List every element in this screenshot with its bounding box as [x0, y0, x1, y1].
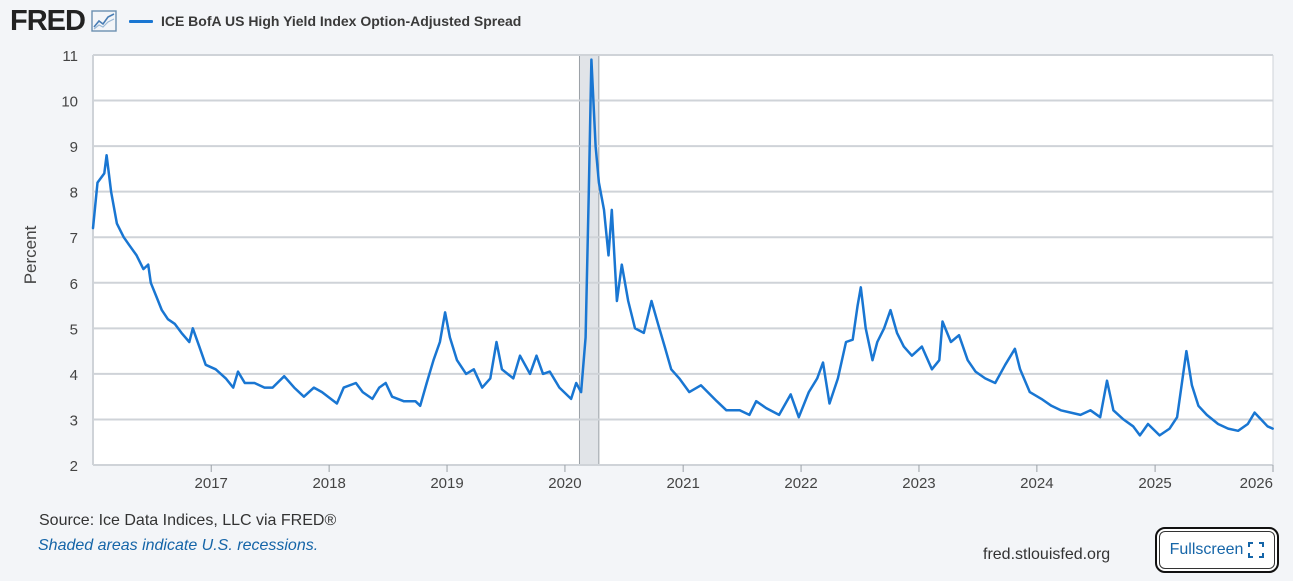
source-note: Source: Ice Data Indices, LLC via FRED®	[39, 512, 337, 529]
fullscreen-button-inner[interactable]: Fullscreen	[1159, 531, 1275, 569]
y-tick-label: 8	[70, 185, 78, 202]
x-tick-label: 2026	[1240, 475, 1273, 492]
y-tick-label: 11	[62, 48, 78, 65]
y-tick-label: 5	[70, 321, 78, 338]
x-tick-label: 2020	[548, 475, 581, 492]
plot-area	[93, 55, 1273, 465]
fullscreen-label: Fullscreen	[1169, 541, 1244, 558]
legend-swatch	[128, 19, 153, 23]
chart-header: FRED ICE BofA US High Yield Index Option…	[10, 6, 521, 36]
expand-corners-icon	[1248, 542, 1265, 558]
x-tick-label: 2017	[195, 475, 228, 492]
y-tick-label: 10	[61, 94, 78, 111]
y-tick-label: 2	[70, 458, 78, 475]
line-chart-icon	[91, 10, 117, 32]
chart-legend: ICE BofA US High Yield Index Option-Adju…	[128, 13, 522, 29]
x-tick-label: 2022	[784, 475, 817, 492]
fred-logo[interactable]: FRED	[10, 5, 86, 37]
x-tick-label: 2025	[1138, 475, 1171, 492]
site-url: fred.stlouisfed.org	[983, 546, 1111, 563]
y-tick-label: 4	[70, 367, 78, 384]
line-chart[interactable]: 2 3 4 5 6 7 8 9 10 11 2017 2018 2019 2020 2021 2022 2023…	[0, 0, 1293, 505]
x-tick-label: 2019	[430, 475, 463, 492]
y-tick-label: 9	[70, 139, 78, 156]
y-axis-label: Percent	[21, 225, 40, 284]
x-tick-label: 2018	[312, 475, 345, 492]
x-tick-label: 2024	[1020, 475, 1053, 492]
fullscreen-button[interactable]: Fullscreen	[1155, 527, 1279, 573]
y-tick-label: 7	[70, 230, 78, 247]
legend-label[interactable]: ICE BofA US High Yield Index Option-Adju…	[160, 13, 522, 29]
recession-note: Shaded areas indicate U.S. recessions.	[38, 537, 319, 554]
y-tick-label: 6	[70, 276, 78, 293]
series-line	[91, 58, 1274, 437]
x-tick-label: 2021	[666, 475, 699, 492]
x-tick-label: 2023	[902, 475, 935, 492]
y-tick-label: 3	[70, 412, 78, 429]
